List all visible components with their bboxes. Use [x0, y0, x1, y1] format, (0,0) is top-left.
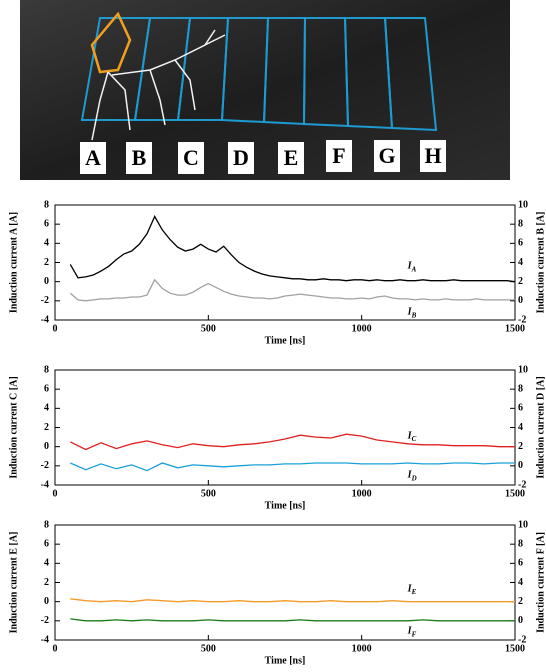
- x-tick-label: 1000: [352, 323, 372, 334]
- y-tick-label: 4: [44, 403, 49, 414]
- series-label: IE: [407, 584, 417, 596]
- y-tick-label: -2: [41, 295, 49, 306]
- y-tick-label: -4: [41, 634, 49, 645]
- y-axis-label: Induction current C [A]: [8, 376, 19, 478]
- series-line: [69, 215, 516, 283]
- x-tick-label: 0: [53, 643, 58, 654]
- y-tick-label: 6: [44, 538, 49, 549]
- y2-tick-label: 2: [518, 441, 523, 452]
- y2-tick-label: 10: [518, 519, 528, 530]
- y2-tick-label: 10: [518, 199, 528, 210]
- series-line: [70, 462, 515, 472]
- series-label: IB: [407, 307, 417, 319]
- y2-tick-label: 0: [518, 295, 523, 306]
- x-tick-label: 1000: [352, 643, 372, 654]
- y2-tick-label: 8: [518, 383, 523, 394]
- series-label: ID: [407, 470, 417, 482]
- y2-tick-label: 0: [518, 615, 523, 626]
- y2-tick-label: 8: [518, 538, 523, 549]
- y2-tick-label: 2: [518, 596, 523, 607]
- y2-tick-label: 8: [518, 218, 523, 229]
- y2-tick-label: 2: [518, 276, 523, 287]
- panel-outlines: [80, 17, 438, 132]
- y-tick-label: 6: [44, 383, 49, 394]
- y-axis-label: Induction current A [A]: [8, 212, 19, 313]
- x-tick-label: 1500: [505, 488, 525, 499]
- y-tick-label: 0: [44, 441, 49, 452]
- y-tick-label: 2: [44, 577, 49, 588]
- y2-tick-label: 10: [518, 364, 528, 375]
- y-tick-label: -4: [41, 479, 49, 490]
- panel-label: H: [424, 143, 441, 168]
- y2-tick-label: 0: [518, 460, 523, 471]
- y-tick-label: 6: [44, 218, 49, 229]
- x-tick-label: 500: [201, 643, 216, 654]
- y2-axis-label: Induction current F [A]: [535, 532, 546, 633]
- y-tick-label: 4: [44, 238, 49, 249]
- label-boxes: [80, 140, 446, 174]
- x-axis-label: Time [ns]: [265, 335, 306, 346]
- y2-tick-label: 6: [518, 403, 523, 414]
- series-label: IA: [407, 261, 417, 273]
- x-tick-label: 0: [53, 323, 58, 334]
- y2-tick-label: 4: [518, 257, 523, 268]
- y2-axis-label: Induction current B [A]: [535, 212, 546, 314]
- panel-label: A: [85, 145, 101, 170]
- panel-label: B: [132, 145, 147, 170]
- y2-tick-label: -2: [518, 634, 526, 645]
- probe-outline: [90, 11, 132, 74]
- y-tick-label: 2: [44, 257, 49, 268]
- x-tick-label: 1000: [352, 488, 372, 499]
- y2-axis-label: Induction current D [A]: [535, 376, 546, 478]
- plot-frame: [54, 204, 516, 321]
- y-tick-label: 2: [44, 422, 49, 433]
- x-tick-label: 1500: [505, 323, 525, 334]
- y-tick-label: 4: [44, 558, 49, 569]
- plot-frame: [54, 369, 516, 486]
- y2-tick-label: 6: [518, 238, 523, 249]
- panel-label: F: [332, 143, 345, 168]
- x-tick-label: 1500: [505, 643, 525, 654]
- series-label: IF: [407, 626, 417, 638]
- y-tick-label: -2: [41, 460, 49, 471]
- series-line: [70, 598, 515, 603]
- y2-tick-label: 6: [518, 558, 523, 569]
- series-line: [70, 433, 515, 451]
- photo: A B C D E F G H: [20, 0, 510, 180]
- x-axis-label: Time [ns]: [265, 500, 306, 511]
- plot-frame: [54, 524, 516, 641]
- y-tick-label: 8: [44, 199, 49, 210]
- y2-tick-label: -2: [518, 479, 526, 490]
- series-line: [69, 278, 515, 302]
- series-label: IC: [407, 430, 417, 442]
- x-axis-label: Time [ns]: [265, 655, 306, 666]
- y-tick-label: -4: [41, 314, 49, 325]
- panel-label: D: [233, 145, 249, 170]
- y-axis-label: Induction current E [A]: [8, 532, 19, 634]
- y2-tick-label: 4: [518, 422, 523, 433]
- series-line: [70, 618, 515, 622]
- y-tick-label: 8: [44, 519, 49, 530]
- y-tick-label: -2: [41, 615, 49, 626]
- discharge: [91, 29, 226, 141]
- panel-label: C: [183, 145, 199, 170]
- y-tick-label: 8: [44, 364, 49, 375]
- x-tick-label: 0: [53, 488, 58, 499]
- panel-label: G: [378, 143, 395, 168]
- y-tick-label: 0: [44, 276, 49, 287]
- x-tick-label: 500: [201, 323, 216, 334]
- panel-label: E: [284, 145, 299, 170]
- y-tick-label: 0: [44, 596, 49, 607]
- y2-tick-label: 4: [518, 577, 523, 588]
- y2-tick-label: -2: [518, 314, 526, 325]
- x-tick-label: 500: [201, 488, 216, 499]
